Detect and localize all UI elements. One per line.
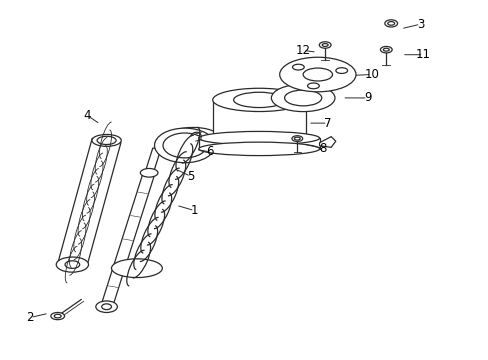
Ellipse shape xyxy=(319,42,330,48)
Text: 8: 8 xyxy=(318,142,326,155)
Polygon shape xyxy=(212,100,305,146)
Text: 12: 12 xyxy=(295,44,310,57)
Ellipse shape xyxy=(96,301,117,312)
Ellipse shape xyxy=(307,83,319,89)
Text: 2: 2 xyxy=(26,311,34,324)
Polygon shape xyxy=(58,138,121,267)
Ellipse shape xyxy=(271,84,334,112)
Ellipse shape xyxy=(140,168,158,177)
Ellipse shape xyxy=(65,261,80,269)
Ellipse shape xyxy=(279,57,355,92)
Ellipse shape xyxy=(335,68,347,73)
Ellipse shape xyxy=(198,131,319,145)
Ellipse shape xyxy=(154,128,215,163)
Ellipse shape xyxy=(322,44,327,46)
Ellipse shape xyxy=(387,22,394,25)
Text: 3: 3 xyxy=(416,18,424,31)
Ellipse shape xyxy=(102,304,111,310)
Ellipse shape xyxy=(303,68,332,81)
Ellipse shape xyxy=(212,137,305,154)
Polygon shape xyxy=(319,136,335,147)
Text: 10: 10 xyxy=(364,68,378,81)
Ellipse shape xyxy=(294,137,300,140)
Ellipse shape xyxy=(111,259,162,278)
Ellipse shape xyxy=(291,136,302,141)
Ellipse shape xyxy=(198,142,319,156)
Text: 5: 5 xyxy=(186,170,194,183)
Ellipse shape xyxy=(92,134,121,146)
Ellipse shape xyxy=(284,90,321,106)
Ellipse shape xyxy=(384,20,397,27)
Polygon shape xyxy=(101,172,155,308)
Text: 9: 9 xyxy=(363,91,371,104)
Ellipse shape xyxy=(233,92,284,108)
Ellipse shape xyxy=(56,257,88,272)
Polygon shape xyxy=(198,138,319,149)
Ellipse shape xyxy=(380,46,391,53)
Ellipse shape xyxy=(51,312,64,320)
Ellipse shape xyxy=(383,48,388,51)
Text: 11: 11 xyxy=(415,48,430,61)
Ellipse shape xyxy=(163,133,206,158)
Ellipse shape xyxy=(97,136,116,144)
Text: 6: 6 xyxy=(206,145,214,158)
Ellipse shape xyxy=(212,88,305,112)
Ellipse shape xyxy=(292,64,304,70)
Polygon shape xyxy=(145,148,161,174)
Ellipse shape xyxy=(54,314,61,318)
Text: 4: 4 xyxy=(83,109,91,122)
Text: 1: 1 xyxy=(190,204,198,217)
Ellipse shape xyxy=(167,127,218,146)
Text: 7: 7 xyxy=(323,117,331,130)
